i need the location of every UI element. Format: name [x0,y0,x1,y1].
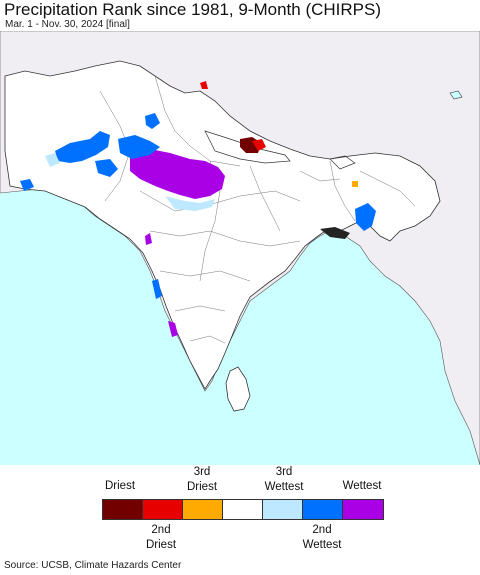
bhutan-outline [329,155,356,170]
swatch-normal [223,500,263,519]
swatch-driest [103,500,143,519]
second-wettest-area-gujarat [20,179,34,191]
swatch-3rd-wettest [263,500,303,519]
third-wettest-area-central [165,196,215,211]
legend-swatches [102,499,384,520]
second-wettest-area-north [145,113,160,129]
second-wettest-area-bangladesh [355,203,376,231]
second-driest-area-nepal [252,139,266,151]
legend-label-3rd-driest: 3rd Driest [186,466,218,493]
lake-feature [449,90,463,100]
map-subtitle: Mar. 1 - Nov. 30, 2024 [final] [5,19,130,30]
legend-label-wettest: Wettest [342,480,382,492]
south-asia-land [4,60,441,390]
second-wettest-area-punjab [118,135,160,159]
legend-label-2nd-wettest: 2nd Wettest [302,524,342,551]
legend-label-3rd-wettest: 3rd Wettest [264,466,304,493]
map-title: Precipitation Rank since 1981, 9-Month (… [4,0,381,19]
swatch-2nd-driest [143,500,183,519]
source-text: Source: UCSB, Climate Hazards Center [4,560,182,571]
wettest-area-gujarat-coast [145,233,152,245]
second-driest-area-northwest [200,81,208,89]
swatch-2nd-wettest [303,500,343,519]
second-wettest-area-pakistan [55,131,110,163]
precipitation-map [0,31,480,465]
wettest-area-west-coast [168,321,178,337]
legend: Driest 3rd Driest 3rd Wettest Wettest 2nd D… [0,465,480,560]
legend-label-2nd-driest: 2nd Driest [145,524,177,551]
second-wettest-area-sindh [95,159,118,177]
legend-label-driest: Driest [104,480,136,492]
swatch-wettest [343,500,383,519]
third-driest-area-northeast [352,181,358,187]
second-wettest-area-west-coast [152,279,162,299]
driest-area-delta [320,227,350,239]
sri-lanka [225,366,251,412]
swatch-3rd-driest [183,500,223,519]
wettest-area-northwest [130,149,225,199]
third-wettest-area-pakistan [45,153,60,167]
